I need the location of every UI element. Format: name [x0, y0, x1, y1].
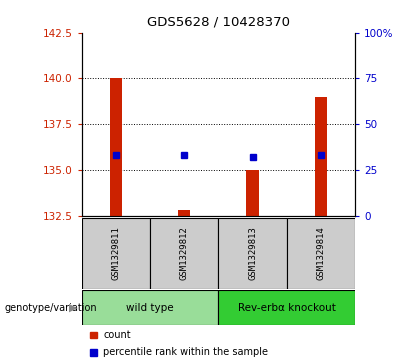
Bar — [218, 218, 286, 289]
Text: GSM1329812: GSM1329812 — [180, 226, 189, 280]
Bar — [286, 218, 355, 289]
Text: Rev-erbα knockout: Rev-erbα knockout — [238, 303, 336, 313]
Text: genotype/variation: genotype/variation — [4, 303, 97, 313]
Bar — [82, 290, 218, 325]
Text: GSM1329813: GSM1329813 — [248, 226, 257, 280]
Bar — [315, 97, 327, 216]
Bar — [110, 78, 122, 216]
Text: GSM1329811: GSM1329811 — [112, 226, 121, 280]
Bar — [178, 211, 190, 216]
Bar — [218, 290, 355, 325]
Title: GDS5628 / 10428370: GDS5628 / 10428370 — [147, 16, 290, 29]
Text: ▶: ▶ — [69, 303, 78, 313]
Bar — [247, 170, 259, 216]
Text: percentile rank within the sample: percentile rank within the sample — [103, 347, 268, 358]
Text: wild type: wild type — [126, 303, 174, 313]
Text: GSM1329814: GSM1329814 — [316, 226, 325, 280]
Text: count: count — [103, 330, 131, 340]
Bar — [150, 218, 218, 289]
Bar — [82, 218, 150, 289]
